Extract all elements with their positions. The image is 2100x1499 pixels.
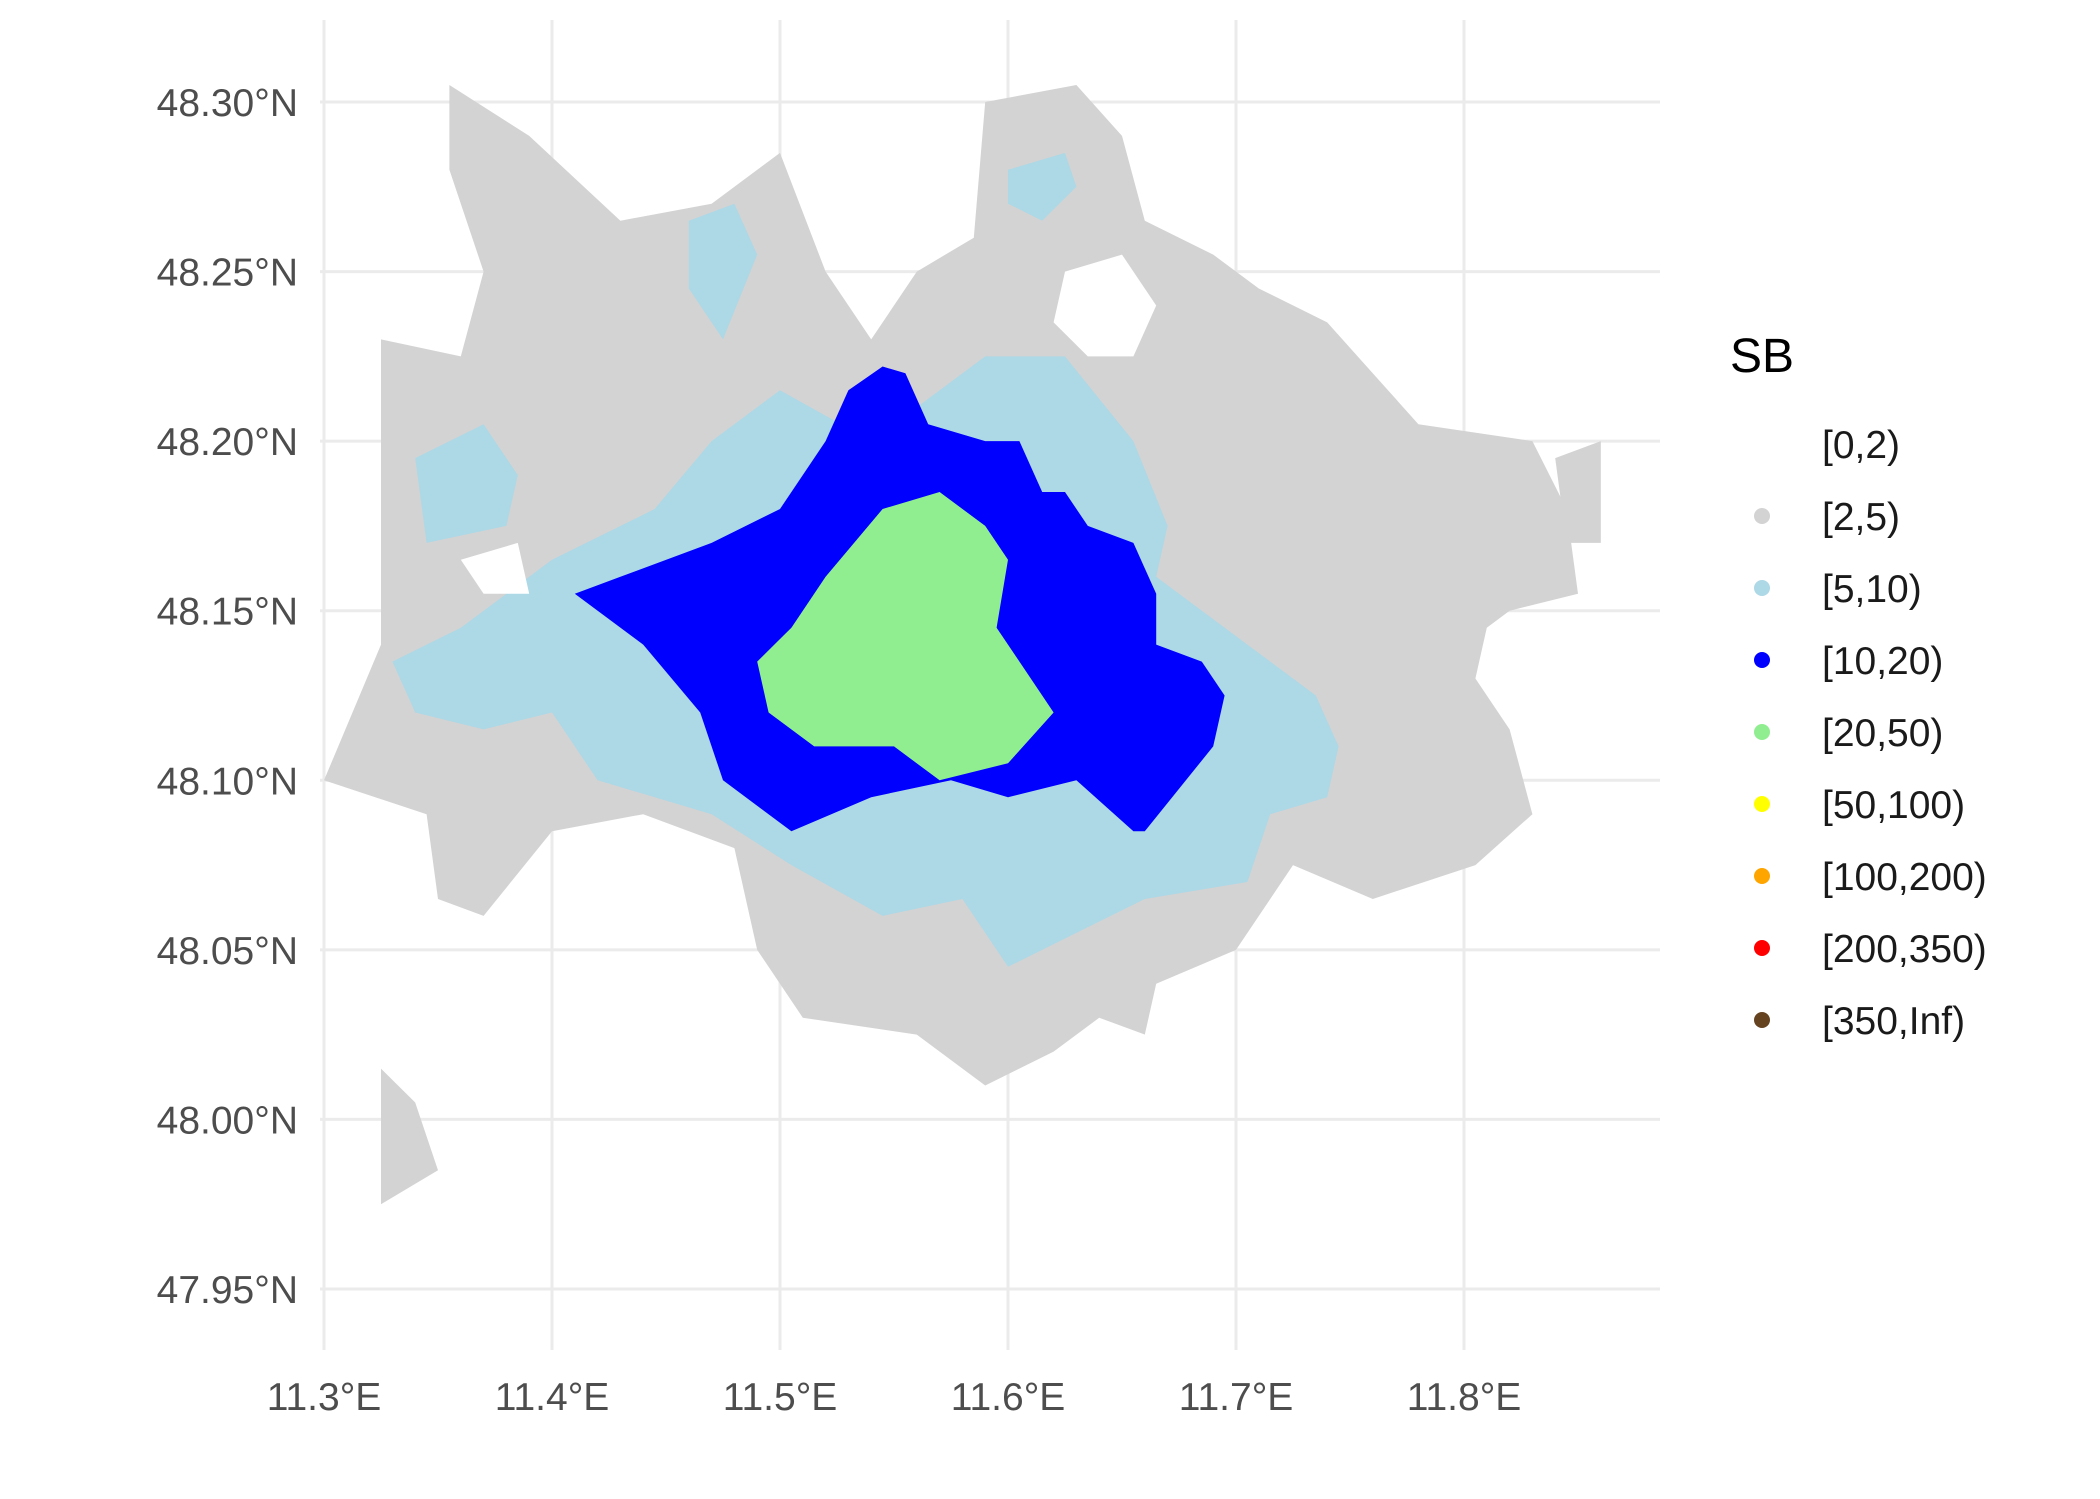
x-tick-label: 11.7°E	[1179, 1376, 1294, 1419]
legend-label: [2,5)	[1822, 496, 1900, 539]
legend-key	[1754, 1012, 1770, 1028]
legend-title: SB	[1730, 330, 1794, 383]
y-tick-label: 48.25°N	[157, 252, 298, 295]
y-tick-label: 48.30°N	[157, 82, 298, 125]
region-[2,5)	[1555, 441, 1601, 543]
region-[5,10)	[415, 424, 518, 543]
region-[20,50)	[757, 492, 1054, 781]
region-hole	[460, 542, 530, 594]
legend-key	[1754, 940, 1770, 956]
legend: SB [0,2) [2,5) [5,10) [10,20) [20,50) [50,100…	[1730, 330, 1987, 1043]
legend-label: [200,350)	[1822, 928, 1987, 971]
region-hole	[1053, 254, 1157, 357]
legend-key	[1754, 436, 1770, 452]
legend-key	[1754, 652, 1770, 668]
y-tick-label: 48.10°N	[157, 760, 298, 803]
choropleth-regions	[324, 85, 1601, 1205]
region-[5,10)	[1008, 152, 1077, 221]
x-axis: 11.3°E 11.4°E 11.5°E 11.6°E 11.7°E 11.8°E	[267, 1376, 1522, 1419]
y-tick-label: 48.15°N	[157, 591, 298, 634]
x-tick-label: 11.8°E	[1407, 1376, 1522, 1419]
legend-label: [0,2)	[1822, 424, 1900, 467]
y-tick-label: 48.20°N	[157, 421, 298, 464]
legend-label: [350,Inf)	[1822, 1000, 1965, 1043]
legend-label: [100,200)	[1822, 856, 1987, 899]
legend-label: [5,10)	[1822, 568, 1922, 611]
x-tick-label: 11.5°E	[723, 1376, 838, 1419]
legend-label: [10,20)	[1822, 640, 1943, 683]
x-tick-label: 11.3°E	[267, 1376, 382, 1419]
region-[5,10)	[688, 203, 758, 340]
legend-key	[1754, 868, 1770, 884]
x-tick-label: 11.4°E	[495, 1376, 610, 1419]
legend-label: [50,100)	[1822, 784, 1965, 827]
legend-key	[1754, 796, 1770, 812]
y-axis: 48.30°N 48.25°N 48.20°N 48.15°N 48.10°N 48.05…	[157, 82, 298, 1312]
legend-key	[1754, 580, 1770, 596]
legend-key	[1754, 724, 1770, 740]
y-tick-label: 48.05°N	[157, 930, 298, 973]
x-tick-label: 11.6°E	[951, 1376, 1066, 1419]
region-[2,5)	[381, 1068, 438, 1205]
y-tick-label: 48.00°N	[157, 1099, 298, 1142]
legend-key	[1754, 508, 1770, 524]
y-tick-label: 47.95°N	[157, 1269, 298, 1312]
legend-label: [20,50)	[1822, 712, 1943, 755]
